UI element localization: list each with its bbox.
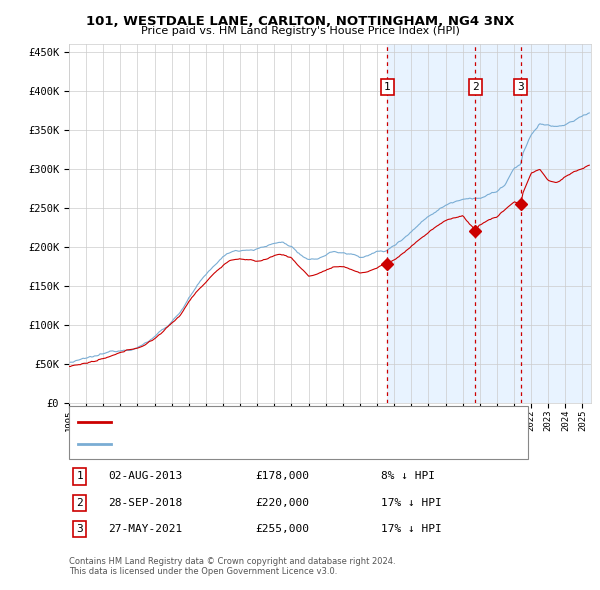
Text: 02-AUG-2013: 02-AUG-2013 — [108, 471, 182, 481]
Text: HPI: Average price, detached house, Gedling: HPI: Average price, detached house, Gedl… — [117, 439, 335, 449]
Text: £255,000: £255,000 — [255, 524, 309, 534]
Text: Price paid vs. HM Land Registry's House Price Index (HPI): Price paid vs. HM Land Registry's House … — [140, 26, 460, 36]
Text: 3: 3 — [76, 524, 83, 534]
Bar — [387, 44, 591, 403]
Text: 3: 3 — [518, 82, 524, 92]
Text: 2: 2 — [472, 82, 479, 92]
Text: 17% ↓ HPI: 17% ↓ HPI — [381, 498, 442, 508]
Text: 2: 2 — [76, 498, 83, 508]
Text: £178,000: £178,000 — [255, 471, 309, 481]
Text: Contains HM Land Registry data © Crown copyright and database right 2024.: Contains HM Land Registry data © Crown c… — [69, 558, 395, 566]
Text: 101, WESTDALE LANE, CARLTON, NOTTINGHAM, NG4 3NX: 101, WESTDALE LANE, CARLTON, NOTTINGHAM,… — [86, 15, 514, 28]
Text: 101, WESTDALE LANE, CARLTON, NOTTINGHAM, NG4 3NX (detached house): 101, WESTDALE LANE, CARLTON, NOTTINGHAM,… — [117, 417, 488, 427]
Text: 17% ↓ HPI: 17% ↓ HPI — [381, 524, 442, 534]
Text: This data is licensed under the Open Government Licence v3.0.: This data is licensed under the Open Gov… — [69, 567, 337, 576]
Text: £220,000: £220,000 — [255, 498, 309, 508]
Text: 1: 1 — [76, 471, 83, 481]
Text: 8% ↓ HPI: 8% ↓ HPI — [381, 471, 435, 481]
Text: 27-MAY-2021: 27-MAY-2021 — [108, 524, 182, 534]
Text: 1: 1 — [383, 82, 391, 92]
Text: 28-SEP-2018: 28-SEP-2018 — [108, 498, 182, 508]
